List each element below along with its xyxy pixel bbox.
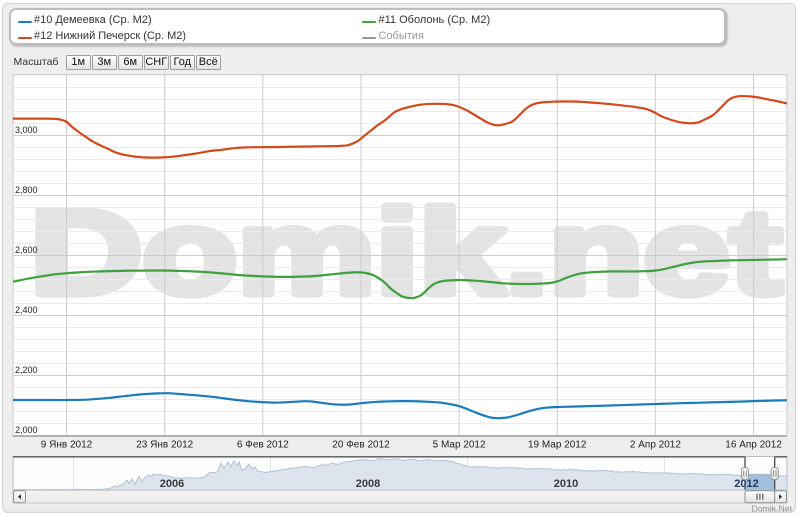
svg-text:2012: 2012 [734, 478, 758, 490]
svg-text:6 Фев 2012: 6 Фев 2012 [237, 440, 289, 451]
svg-text:19 Мар 2012: 19 Мар 2012 [528, 440, 587, 451]
svg-text:2,000: 2,000 [15, 425, 38, 435]
svg-text:3,000: 3,000 [15, 125, 38, 135]
svg-text:5 Мар 2012: 5 Мар 2012 [433, 440, 486, 451]
svg-text:2006: 2006 [160, 478, 184, 490]
svg-text:2010: 2010 [554, 478, 578, 490]
svg-text:2,200: 2,200 [15, 365, 38, 375]
svg-text:2,600: 2,600 [15, 245, 38, 255]
svg-text:16 Апр 2012: 16 Апр 2012 [725, 440, 782, 451]
svg-text:2008: 2008 [356, 478, 380, 490]
svg-text:23 Янв 2012: 23 Янв 2012 [136, 440, 193, 451]
svg-text:2,800: 2,800 [15, 185, 38, 195]
svg-text:9 Янв 2012: 9 Янв 2012 [41, 440, 93, 451]
svg-text:Domik.Net: Domik.Net [751, 503, 792, 513]
svg-text:20 Фев 2012: 20 Фев 2012 [332, 440, 390, 451]
svg-text:Domik.net: Domik.net [30, 186, 782, 320]
svg-text:2 Апр 2012: 2 Апр 2012 [630, 440, 681, 451]
svg-text:2,400: 2,400 [15, 305, 38, 315]
